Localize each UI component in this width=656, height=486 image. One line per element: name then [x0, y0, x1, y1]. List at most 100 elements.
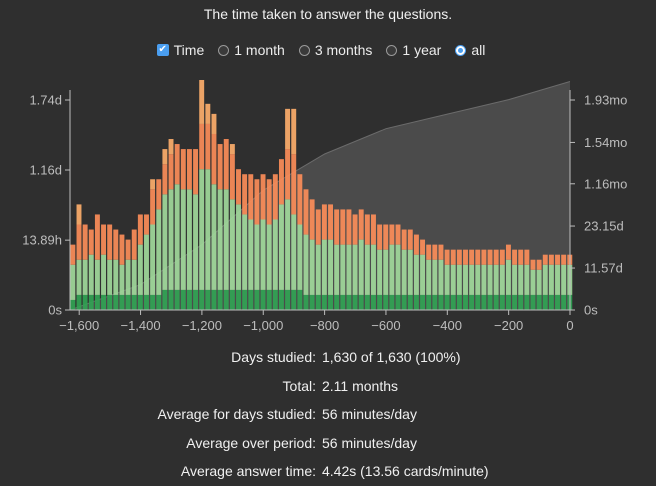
- bar-segment-relearn: [285, 149, 291, 200]
- bar-segment-mature: [242, 289, 248, 310]
- bar-segment-relearn: [548, 254, 554, 265]
- bar-segment-mature: [518, 294, 524, 310]
- bar-segment-young: [211, 184, 217, 290]
- bar-segment-relearn: [383, 224, 389, 250]
- bar-segment-relearn: [456, 249, 462, 265]
- bar-segment-mature: [254, 289, 260, 310]
- bar-segment-relearn: [101, 224, 106, 255]
- range-option-3-months[interactable]: 3 months: [298, 42, 373, 58]
- range-option-label: 1 month: [234, 42, 285, 58]
- bar-segment-mature: [358, 294, 364, 310]
- y-right-tick-label: 23.15d: [584, 219, 624, 234]
- time-toggle[interactable]: ✔ Time: [156, 42, 205, 58]
- radio-1-month[interactable]: [218, 44, 230, 56]
- time-checkbox-icon[interactable]: ✔: [156, 44, 169, 56]
- bar-segment-young: [407, 249, 413, 295]
- bar-segment-mature: [463, 294, 468, 310]
- axes: −1,600 −1,400 −1,200 −1,000 −800 −600 −400 −200…: [22, 90, 627, 333]
- graph-title: The time taken to answer the questions.: [203, 6, 453, 22]
- bar-segment-young: [389, 244, 395, 295]
- stat-row-average-answer-time: Average answer time: 4.42s (13.56 cards/…: [0, 457, 656, 486]
- radio-all[interactable]: [455, 44, 467, 56]
- bar-segment-learn: [211, 113, 217, 134]
- bar-segment-mature: [377, 294, 383, 310]
- bar-segment-young: [168, 189, 174, 290]
- bar-segment-relearn: [358, 209, 364, 240]
- bar-segment-young: [469, 264, 475, 295]
- bar-segment-young: [88, 254, 94, 295]
- radio-3-months[interactable]: [298, 44, 310, 56]
- bar-segment-relearn: [107, 224, 113, 260]
- time-toggle-label: Time: [173, 42, 205, 58]
- bar-segment-relearn: [315, 209, 321, 245]
- bar-segment-young: [76, 259, 82, 295]
- range-option-1-year[interactable]: 1 year: [386, 42, 441, 58]
- bar-segment-mature: [113, 294, 119, 310]
- bar-segment-learn: [205, 103, 211, 124]
- bar-segment-mature: [542, 294, 548, 310]
- bar-segment-young: [248, 219, 254, 290]
- bar-segment-relearn: [444, 249, 450, 265]
- bar-segment-mature: [186, 289, 192, 310]
- bar-segment-mature: [229, 289, 235, 310]
- range-option-label: 3 months: [314, 42, 373, 58]
- bar-segment-relearn: [260, 174, 266, 220]
- bar-segment-mature: [119, 294, 125, 310]
- bar-segment-relearn: [438, 244, 444, 260]
- bar-segment-relearn: [505, 244, 511, 260]
- bar-segment-young: [150, 224, 156, 295]
- bar-segment-young: [260, 219, 266, 290]
- bar-segment-young: [340, 244, 346, 295]
- bar-segment-mature: [291, 289, 297, 310]
- bar-segment-young: [205, 169, 211, 290]
- bar-segment-mature: [303, 294, 309, 310]
- bar-segment-relearn: [328, 204, 333, 240]
- x-tick-label: −1,600: [59, 318, 99, 333]
- bar-segment-young: [352, 244, 358, 295]
- bar-segment-mature: [413, 294, 419, 310]
- stat-row-days-studied: Days studied: 1,630 of 1,630 (100%): [0, 343, 656, 372]
- bar-segment-relearn: [291, 154, 297, 215]
- bar-segment-relearn: [512, 249, 518, 265]
- bar-segment-relearn: [76, 224, 82, 260]
- bar-segment-young: [438, 259, 444, 295]
- bar-segment-young: [131, 259, 137, 295]
- range-option-label: all: [471, 42, 486, 58]
- bar-segment-young: [444, 264, 450, 295]
- x-tick-label: −400: [433, 318, 462, 333]
- bar-segment-relearn: [426, 244, 432, 260]
- bar-segment-young: [193, 194, 199, 290]
- radio-1-year[interactable]: [386, 44, 398, 56]
- bar-segment-young: [334, 244, 340, 295]
- range-option-1-month[interactable]: 1 month: [218, 42, 285, 58]
- bar-segment-mature: [168, 289, 174, 310]
- y-right-tick-label: 1.54mo: [584, 135, 627, 150]
- bar-segment-young: [542, 264, 548, 295]
- bar-segment-relearn: [113, 229, 119, 260]
- bar-segment-relearn: [469, 249, 475, 265]
- bar-segment-mature: [340, 294, 346, 310]
- range-option-all[interactable]: all: [455, 42, 485, 58]
- bar-segment-young: [371, 244, 376, 295]
- bar-segment-mature: [101, 294, 106, 310]
- bar-segment-mature: [555, 294, 560, 310]
- bar-segment-young: [346, 244, 352, 295]
- stat-row-average-period: Average over period: 56 minutes/day: [0, 429, 656, 458]
- bar-segment-young: [309, 239, 315, 295]
- bar-segment-relearn: [156, 179, 162, 210]
- bar-segment-mature: [223, 289, 229, 310]
- bar-segment-relearn: [536, 259, 542, 270]
- bar-segment-relearn: [180, 149, 186, 190]
- x-tick-label: −800: [310, 318, 339, 333]
- bar-segment-relearn: [561, 254, 567, 265]
- y-left-tick-label: 13.89h: [22, 233, 62, 248]
- bar-segment-young: [101, 254, 106, 295]
- bar-segment-relearn: [229, 154, 235, 200]
- bar-segment-mature: [321, 294, 327, 310]
- bar-segment-young: [291, 214, 297, 290]
- bar-segment-young: [364, 244, 370, 295]
- bar-segment-young: [481, 264, 487, 295]
- bar-segment-mature: [493, 294, 499, 310]
- bar-segment-mature: [205, 289, 211, 310]
- bar-segment-relearn: [530, 259, 536, 270]
